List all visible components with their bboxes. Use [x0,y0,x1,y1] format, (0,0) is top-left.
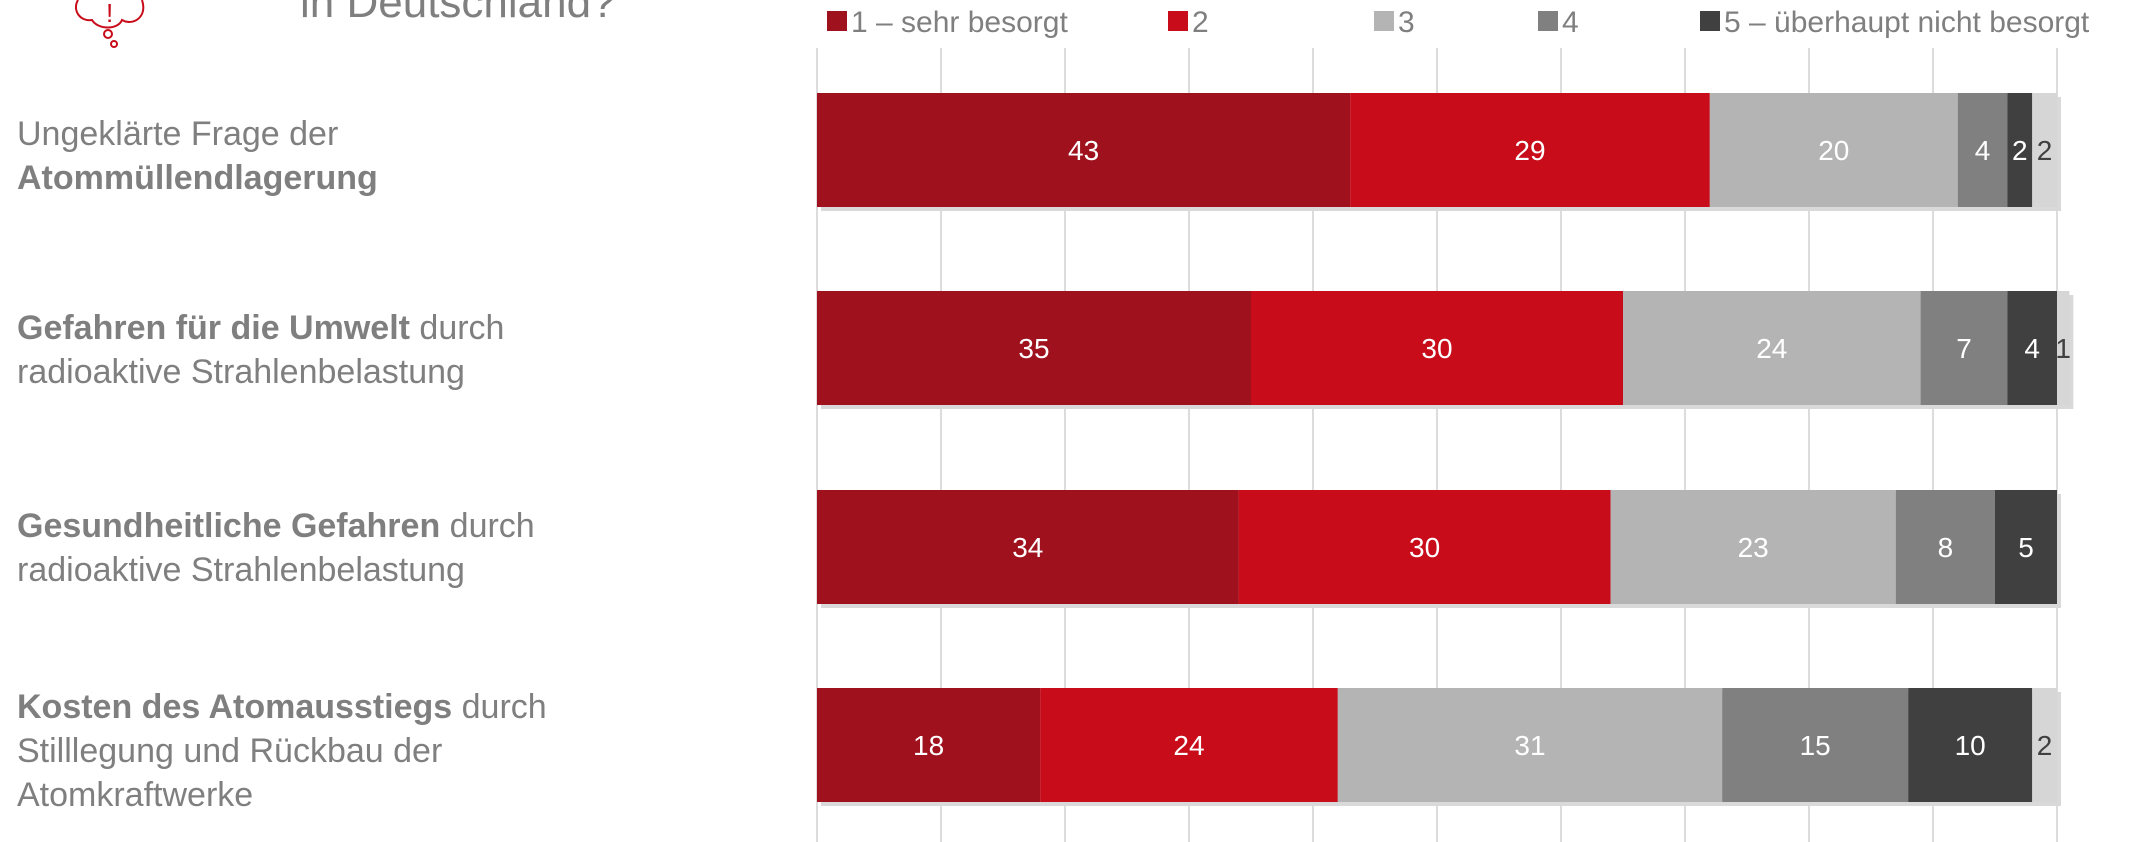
legend-swatch [1538,11,1558,31]
data-label: 4 [1975,135,1991,166]
data-label: 34 [1012,532,1043,563]
legend-swatch [1700,11,1720,31]
data-label: 43 [1068,135,1099,166]
bar-segment [817,688,1041,802]
bar-segment [1040,688,1338,802]
data-label: 2 [2037,135,2053,166]
bar-segment [1722,688,1909,802]
data-label: 10 [1955,730,1986,761]
data-label: 5 [2018,532,2034,563]
data-label: 24 [1173,730,1204,761]
data-label: 24 [1756,333,1787,364]
bar-segment [817,93,1351,207]
bar-segment [1238,490,1611,604]
data-label: 1 [2055,333,2071,364]
worry-thought-icon: ! [74,0,145,48]
data-label: 30 [1409,532,1440,563]
category-label-text: Atomkraftwerke [17,776,254,814]
data-label: 20 [1818,135,1849,166]
data-label: 23 [1738,532,1769,563]
category-label-text: durch [452,688,547,726]
bar-segment [817,291,1251,405]
data-label: 15 [1800,730,1831,761]
category-label-bold: Atommüllendlagerung [17,159,378,197]
bar-segment [1895,490,1995,604]
bar-segment [1350,93,1710,207]
bar-segment [2007,291,2057,405]
data-label: 18 [913,730,944,761]
svg-text:!: ! [106,0,113,28]
bar-segment [817,490,1239,604]
category-label-umwelt: Gefahren für die Umwelt durch radioaktiv… [17,306,504,394]
category-label-kosten: Kosten des Atomausstiegs durch Stilllegu… [17,685,547,817]
data-label: 30 [1421,333,1452,364]
category-label-bold: Kosten des Atomausstiegs [17,688,453,726]
legend-label: 1 – sehr besorgt [851,6,1068,39]
data-label: 35 [1018,333,1049,364]
category-label-text: durch [409,309,505,347]
bar-segment [1251,291,1623,405]
data-label: 2 [2012,135,2028,166]
bar-segment [2057,291,2070,405]
data-label: 2 [2037,730,2053,761]
category-label-text: Stilllegung und Rückbau der [17,732,443,770]
bar-segment [1957,93,2008,207]
legend-label: 5 – überhaupt nicht besorgt [1724,6,2090,39]
legend-label: 4 [1562,6,1579,39]
legend-label: 2 [1192,6,1209,39]
category-label-text: Ungeklärte Frage der [17,115,339,153]
bar-segment [2032,93,2057,207]
bar-segment [1623,291,1921,405]
category-label-gesundheit: Gesundheitliche Gefahren durch radioakti… [17,504,535,592]
bar-segment [1908,688,2033,802]
category-label-bold: Gesundheitliche Gefahren [17,507,441,545]
legend-swatch [1374,11,1394,31]
bar-segment [2007,93,2033,207]
category-label-text: radioaktive Strahlenbelastung [17,353,465,391]
data-label: 8 [1938,532,1954,563]
bar-segment [1709,93,1958,207]
bar-segment [1920,291,2008,405]
category-label-endlagerung: Ungeklärte Frage der Atommüllendlagerung [17,112,378,200]
data-label: 31 [1514,730,1545,761]
bar-segment [1337,688,1723,802]
page-title: in Deutschland? [300,0,616,27]
bar-segment [1995,490,2057,604]
bar-segment [1610,490,1896,604]
data-label: 29 [1514,135,1545,166]
data-label: 7 [1956,333,1972,364]
data-label: 4 [2024,333,2040,364]
category-label-text: radioaktive Strahlenbelastung [17,551,465,589]
legend-swatch [1168,11,1188,31]
legend-swatch [827,11,847,31]
bar-segment [2032,688,2057,802]
legend-label: 3 [1398,6,1415,39]
category-label-text: durch [440,507,535,545]
category-label-bold: Gefahren für die Umwelt [17,309,410,347]
